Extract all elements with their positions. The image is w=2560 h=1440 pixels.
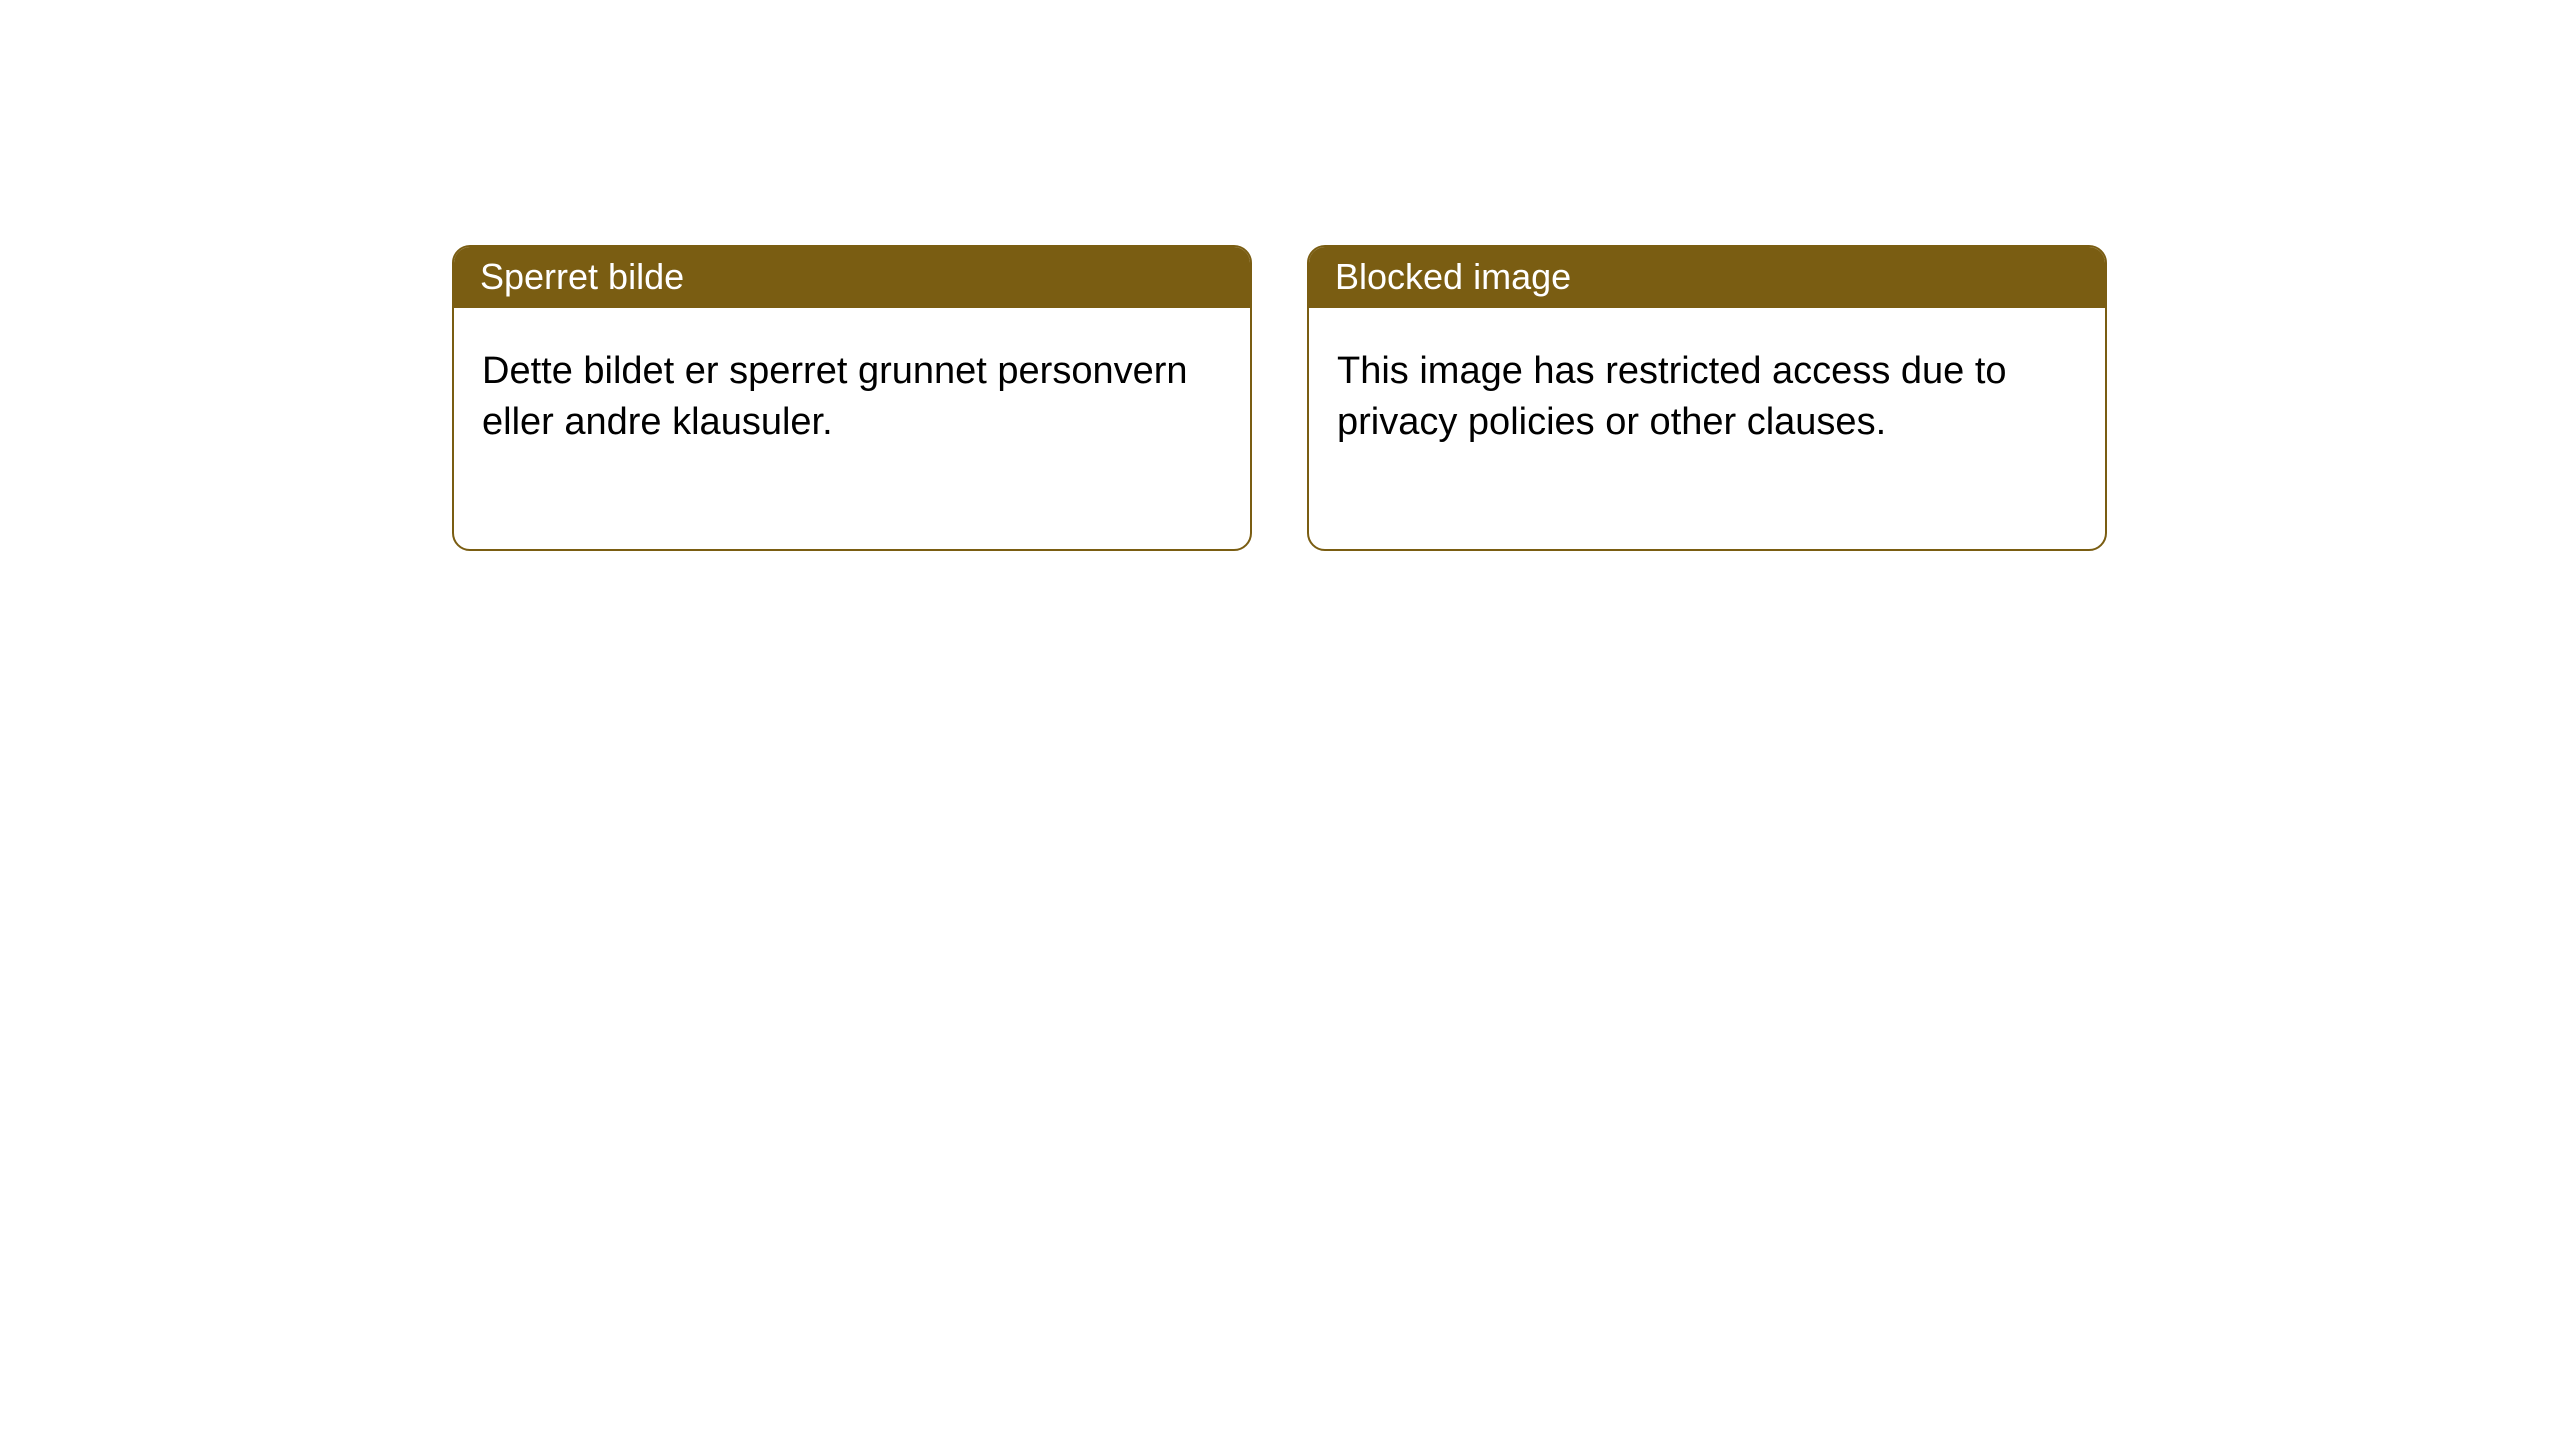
notice-header: Blocked image [1309,247,2105,308]
notice-body: Dette bildet er sperret grunnet personve… [454,308,1250,549]
notice-card-english: Blocked image This image has restricted … [1307,245,2107,551]
notice-container: Sperret bilde Dette bildet er sperret gr… [0,0,2560,551]
notice-header: Sperret bilde [454,247,1250,308]
notice-body: This image has restricted access due to … [1309,308,2105,549]
notice-card-norwegian: Sperret bilde Dette bildet er sperret gr… [452,245,1252,551]
